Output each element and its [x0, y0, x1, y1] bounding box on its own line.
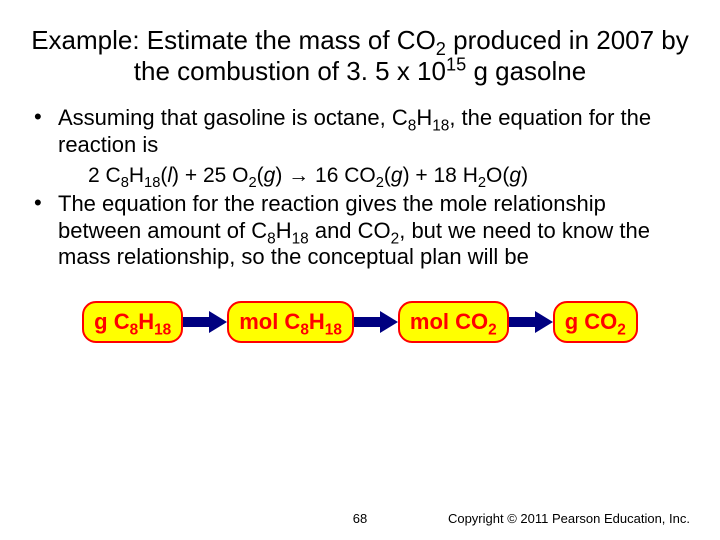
conceptual-plan-flow: g C8H18 mol C8H18 mol CO2 g CO2	[30, 301, 690, 343]
flow-box-1: g C8H18	[82, 301, 183, 343]
slide-title: Example: Estimate the mass of CO2 produc…	[30, 25, 690, 87]
arrow-icon	[183, 311, 227, 333]
bullet-dot-icon: •	[30, 105, 58, 158]
bullet-2-text: The equation for the reaction gives the …	[58, 191, 690, 270]
flow-box-4: g CO2	[553, 301, 638, 343]
bullet-dot-icon: •	[30, 191, 58, 270]
bullet-list: • Assuming that gasoline is octane, C8H1…	[30, 105, 690, 270]
copyright-text: Copyright © 2011 Pearson Education, Inc.	[448, 511, 690, 526]
arrow-icon	[354, 311, 398, 333]
bullet-1-text: Assuming that gasoline is octane, C8H18,…	[58, 105, 690, 158]
arrow-icon	[509, 311, 553, 333]
flow-box-2: mol C8H18	[227, 301, 354, 343]
bullet-item-1: • Assuming that gasoline is octane, C8H1…	[30, 105, 690, 158]
reaction-equation: 2 C8H18(l) + 25 O2(g) → 16 CO2(g) + 18 H…	[30, 162, 690, 189]
bullet-item-2: • The equation for the reaction gives th…	[30, 191, 690, 270]
flow-box-3: mol CO2	[398, 301, 509, 343]
